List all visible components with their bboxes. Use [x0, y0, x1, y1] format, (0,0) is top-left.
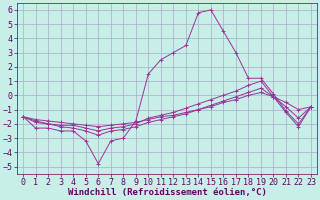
X-axis label: Windchill (Refroidissement éolien,°C): Windchill (Refroidissement éolien,°C) [68, 188, 267, 197]
